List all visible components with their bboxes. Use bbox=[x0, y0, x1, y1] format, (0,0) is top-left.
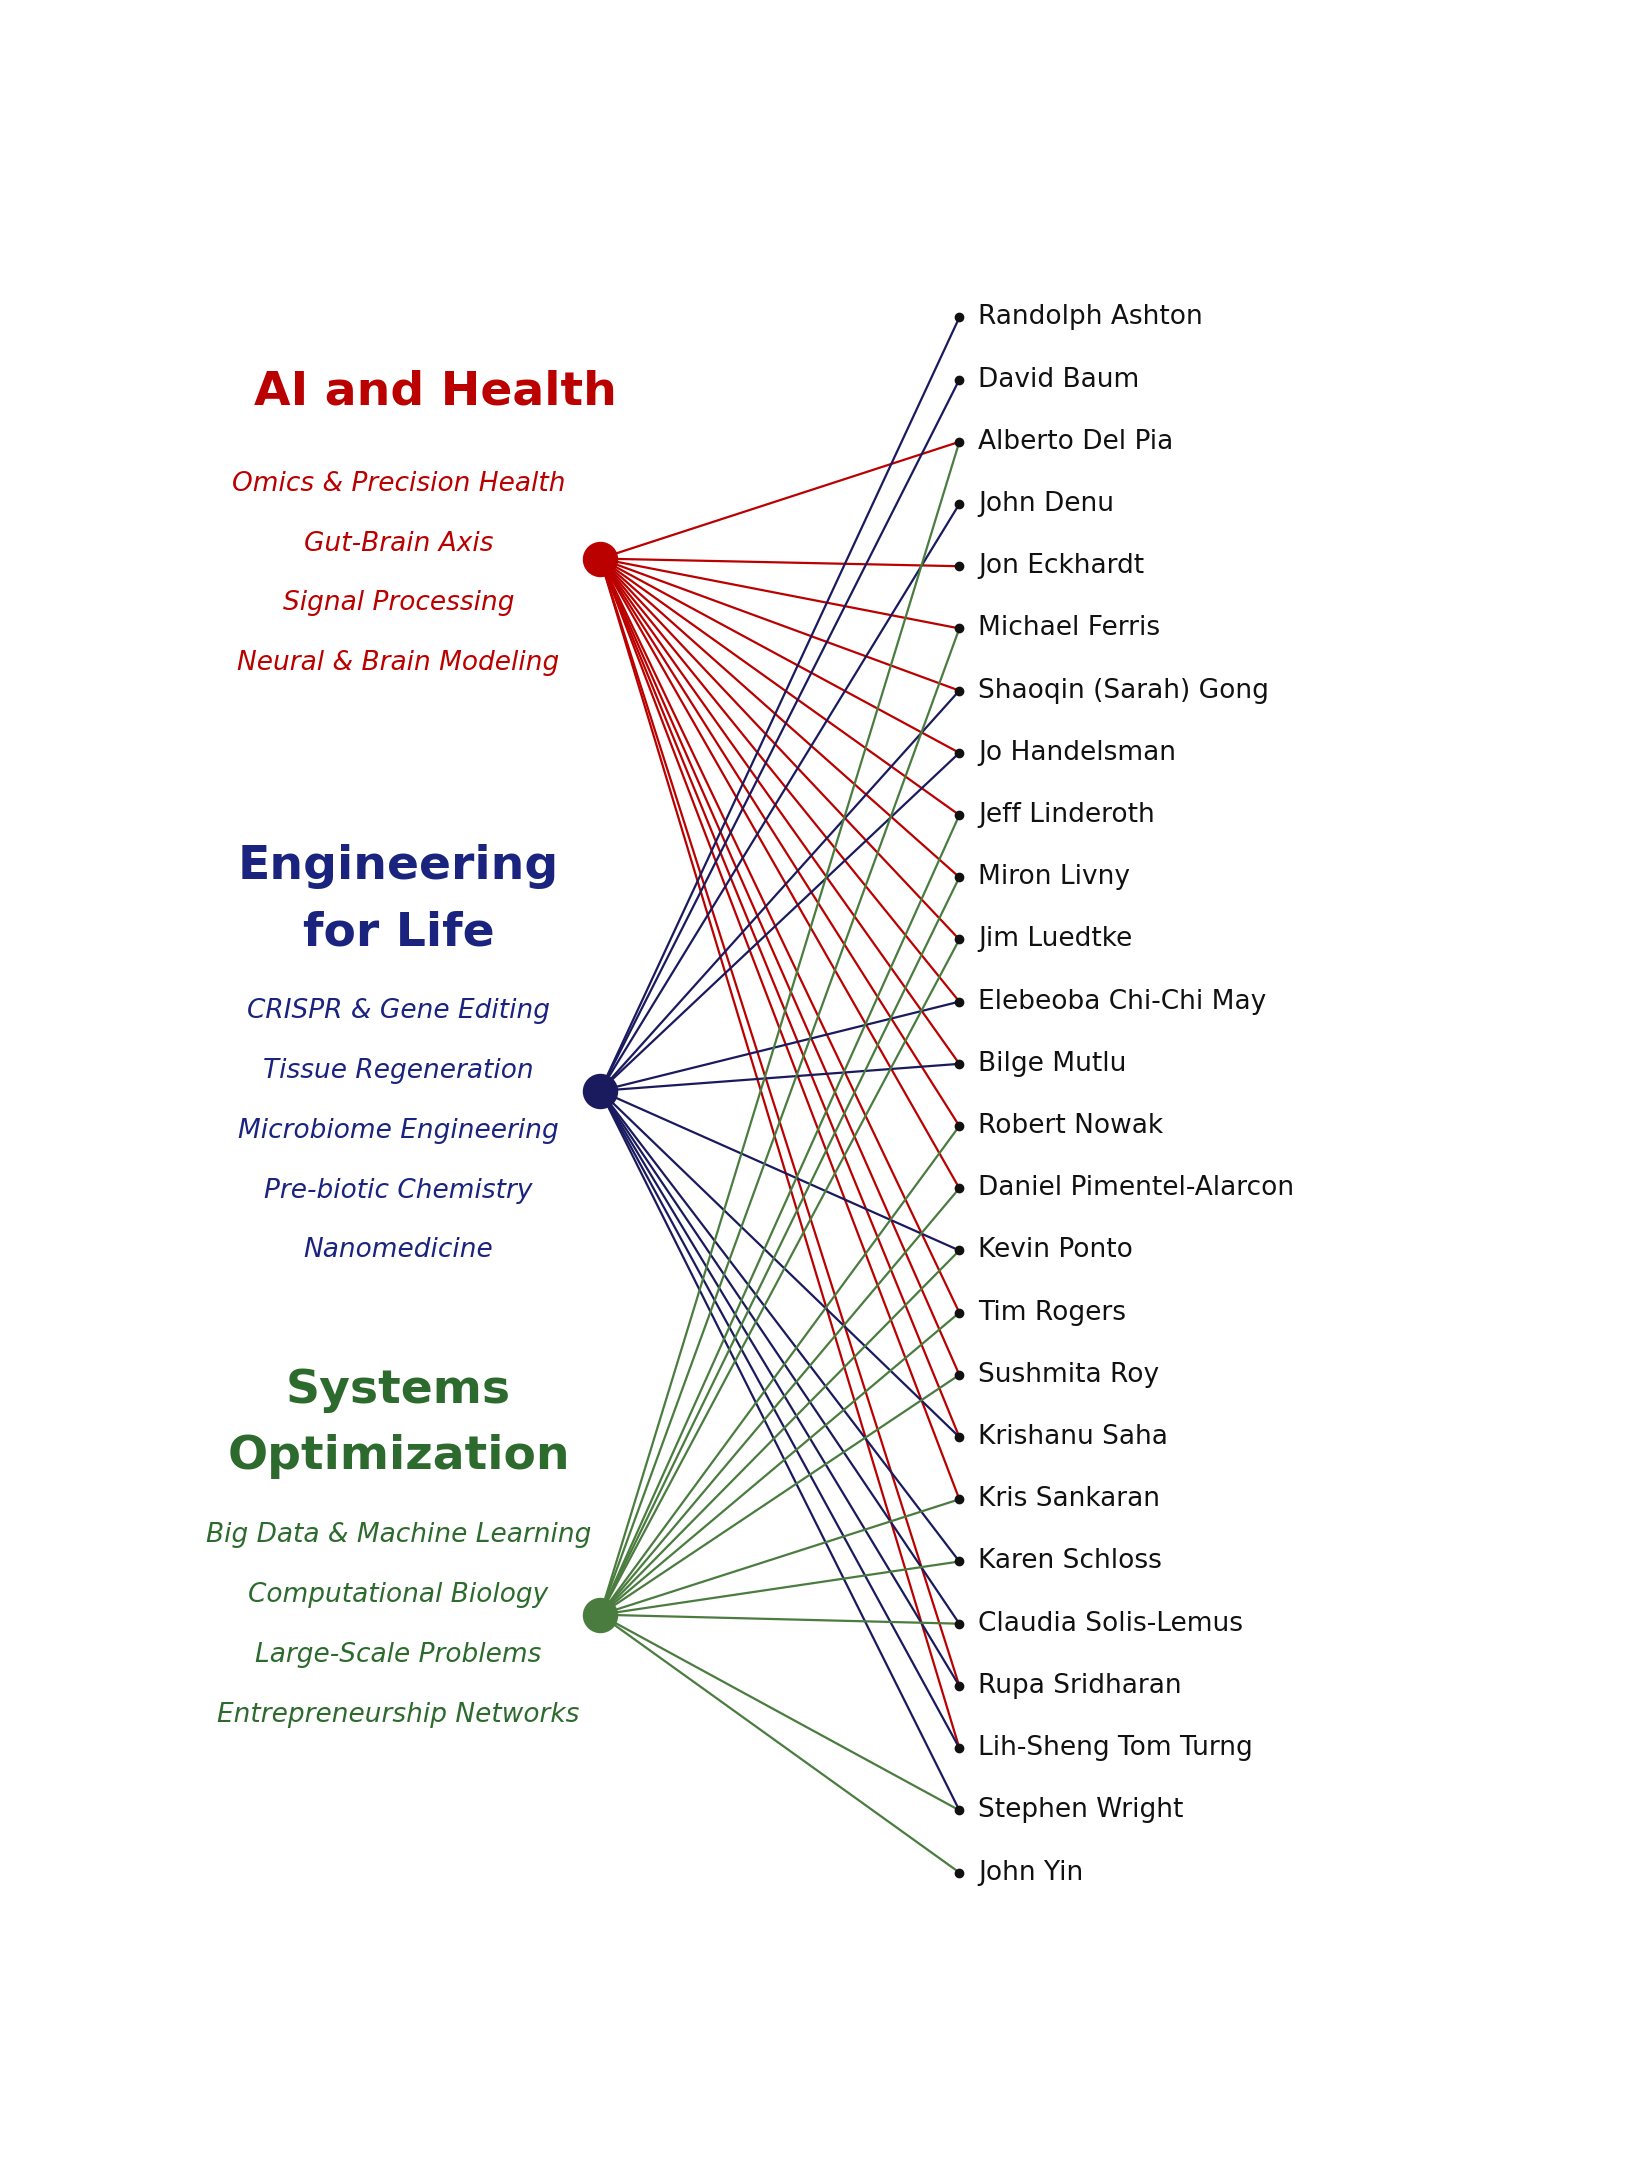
Text: Nanomedicine: Nanomedicine bbox=[304, 1238, 493, 1264]
Text: Lih-Sheng Tom Turng: Lih-Sheng Tom Turng bbox=[979, 1734, 1254, 1760]
Text: Pre-biotic Chemistry: Pre-biotic Chemistry bbox=[265, 1177, 533, 1203]
Text: Bilge Mutlu: Bilge Mutlu bbox=[979, 1052, 1127, 1078]
Point bbox=[587, 1598, 613, 1633]
Point bbox=[587, 1074, 613, 1108]
Text: Michael Ferris: Michael Ferris bbox=[979, 616, 1161, 642]
Text: David Baum: David Baum bbox=[979, 367, 1140, 393]
Text: Signal Processing: Signal Processing bbox=[283, 590, 514, 616]
Text: Krishanu Saha: Krishanu Saha bbox=[979, 1423, 1167, 1449]
Text: AI and Health: AI and Health bbox=[254, 369, 616, 415]
Text: Large-Scale Problems: Large-Scale Problems bbox=[255, 1642, 541, 1668]
Text: Sushmita Roy: Sushmita Roy bbox=[979, 1361, 1159, 1389]
Text: Tissue Regeneration: Tissue Regeneration bbox=[263, 1058, 533, 1084]
Text: Big Data & Machine Learning: Big Data & Machine Learning bbox=[207, 1523, 592, 1549]
Text: Daniel Pimentel-Alarcon: Daniel Pimentel-Alarcon bbox=[979, 1175, 1294, 1201]
Text: Optimization: Optimization bbox=[228, 1434, 569, 1480]
Text: for Life: for Life bbox=[302, 909, 494, 955]
Text: Elebeoba Chi-Chi May: Elebeoba Chi-Chi May bbox=[979, 989, 1267, 1015]
Text: Claudia Solis-Lemus: Claudia Solis-Lemus bbox=[979, 1611, 1244, 1637]
Text: Alberto Del Pia: Alberto Del Pia bbox=[979, 430, 1174, 456]
Text: Engineering: Engineering bbox=[237, 845, 559, 888]
Text: John Denu: John Denu bbox=[979, 490, 1114, 516]
Text: Rupa Sridharan: Rupa Sridharan bbox=[979, 1672, 1182, 1700]
Text: Entrepreneurship Networks: Entrepreneurship Networks bbox=[218, 1702, 580, 1728]
Text: Jim Luedtke: Jim Luedtke bbox=[979, 927, 1132, 953]
Text: Randolph Ashton: Randolph Ashton bbox=[979, 305, 1203, 330]
Text: Robert Nowak: Robert Nowak bbox=[979, 1112, 1163, 1138]
Text: Stephen Wright: Stephen Wright bbox=[979, 1797, 1184, 1823]
Text: Miron Livny: Miron Livny bbox=[979, 864, 1130, 890]
Text: Karen Schloss: Karen Schloss bbox=[979, 1549, 1163, 1575]
Text: Neural & Brain Modeling: Neural & Brain Modeling bbox=[237, 650, 559, 676]
Text: Microbiome Engineering: Microbiome Engineering bbox=[237, 1117, 559, 1143]
Text: Jo Handelsman: Jo Handelsman bbox=[979, 741, 1176, 767]
Text: Tim Rogers: Tim Rogers bbox=[979, 1300, 1127, 1326]
Text: CRISPR & Gene Editing: CRISPR & Gene Editing bbox=[247, 998, 550, 1024]
Text: Kris Sankaran: Kris Sankaran bbox=[979, 1486, 1161, 1512]
Point bbox=[587, 542, 613, 577]
Text: Jon Eckhardt: Jon Eckhardt bbox=[979, 553, 1145, 579]
Text: Kevin Ponto: Kevin Ponto bbox=[979, 1238, 1133, 1264]
Text: Computational Biology: Computational Biology bbox=[249, 1581, 548, 1607]
Text: Shaoqin (Sarah) Gong: Shaoqin (Sarah) Gong bbox=[979, 678, 1270, 704]
Text: Omics & Precision Health: Omics & Precision Health bbox=[233, 471, 566, 497]
Text: Jeff Linderoth: Jeff Linderoth bbox=[979, 801, 1154, 827]
Text: John Yin: John Yin bbox=[979, 1860, 1083, 1886]
Text: Gut-Brain Axis: Gut-Brain Axis bbox=[304, 531, 493, 557]
Text: Systems: Systems bbox=[286, 1367, 511, 1413]
